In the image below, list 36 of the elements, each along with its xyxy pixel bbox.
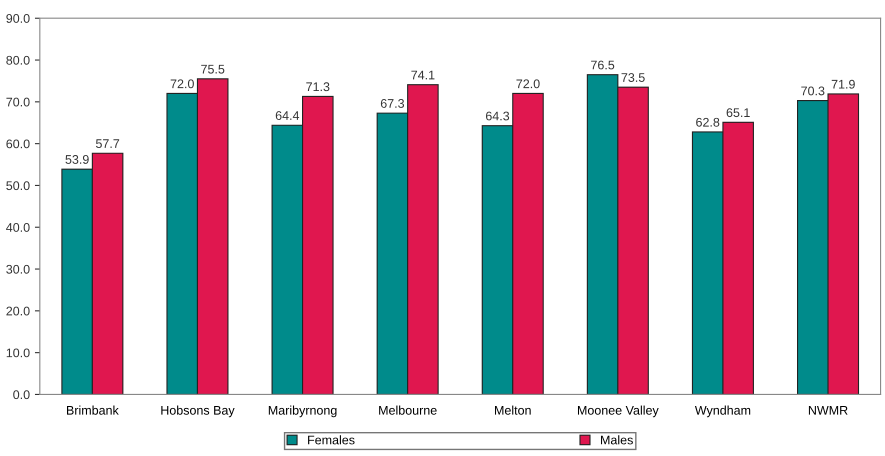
x-tick-label: Melton [495, 406, 531, 415]
data-label: 57.7 [96, 139, 120, 148]
y-tick-label: 60.0 [6, 139, 30, 148]
legend-label: Males [601, 435, 633, 444]
data-label: 72.0 [516, 79, 540, 88]
data-label: 74.1 [411, 70, 434, 80]
x-tick-label: Maribyrnong [268, 406, 336, 418]
data-label: 70.3 [801, 86, 824, 96]
y-tick-label: 30.0 [6, 264, 30, 274]
x-tick-label: NWMR [808, 406, 848, 415]
x-tick-label: Hobsons Bay [161, 406, 235, 418]
data-label: 72.0 [170, 79, 194, 88]
y-tick-label: 90.0 [6, 14, 30, 23]
y-tick-label: 0.0 [13, 390, 30, 400]
data-label: 67.3 [380, 99, 404, 108]
data-label: 71.9 [832, 80, 855, 89]
data-label: 62.8 [696, 118, 720, 127]
x-tick-label: Moonee Valley [578, 406, 659, 418]
legend-label: Females [308, 435, 355, 444]
data-label: 76.5 [591, 60, 614, 70]
y-tick-label: 20.0 [6, 306, 30, 316]
data-label: 73.5 [622, 73, 645, 82]
data-label: 65.1 [726, 108, 750, 118]
y-tick-label: 40.0 [6, 223, 30, 232]
x-tick-label: Melbourne [379, 406, 437, 415]
y-tick-label: 80.0 [6, 56, 30, 65]
data-label: 53.9 [65, 155, 89, 164]
y-tick-label: 10.0 [6, 348, 30, 358]
y-tick-label: 70.0 [6, 98, 30, 106]
data-label: 71.3 [306, 82, 330, 92]
data-label: 75.5 [201, 64, 224, 74]
data-label: 64.3 [486, 112, 510, 120]
y-tick-label: 50.0 [6, 181, 30, 190]
data-label: 64.4 [276, 111, 300, 120]
x-tick-label: Wyndham [694, 406, 750, 418]
x-tick-label: Brimbank [67, 406, 119, 415]
